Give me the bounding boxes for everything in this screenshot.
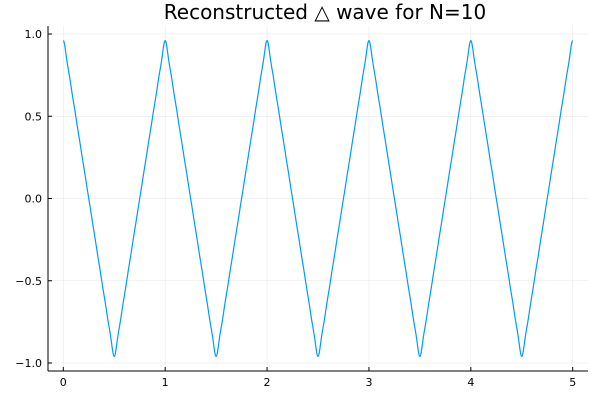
y-tick-label: 0.5 <box>25 110 43 123</box>
series-line <box>62 39 574 358</box>
x-tick-label: 1 <box>162 376 169 389</box>
x-tick-label: 5 <box>569 376 576 389</box>
chart-title: Reconstructed △ wave for N=10 <box>164 0 486 24</box>
series <box>62 39 574 358</box>
x-tick-label: 3 <box>365 376 372 389</box>
ticks: 0 1 2 3 4 5 −1.0 −0.5 0.0 0.5 1.0 <box>15 28 576 389</box>
grid <box>48 26 588 371</box>
y-tick-label: −1.0 <box>15 357 42 370</box>
x-tick-label: 0 <box>60 376 67 389</box>
y-tick-label: −0.5 <box>15 275 42 288</box>
x-tick-label: 4 <box>467 376 474 389</box>
y-tick-label: 0.0 <box>25 193 43 206</box>
y-tick-label: 1.0 <box>25 28 43 41</box>
x-tick-label: 2 <box>264 376 271 389</box>
